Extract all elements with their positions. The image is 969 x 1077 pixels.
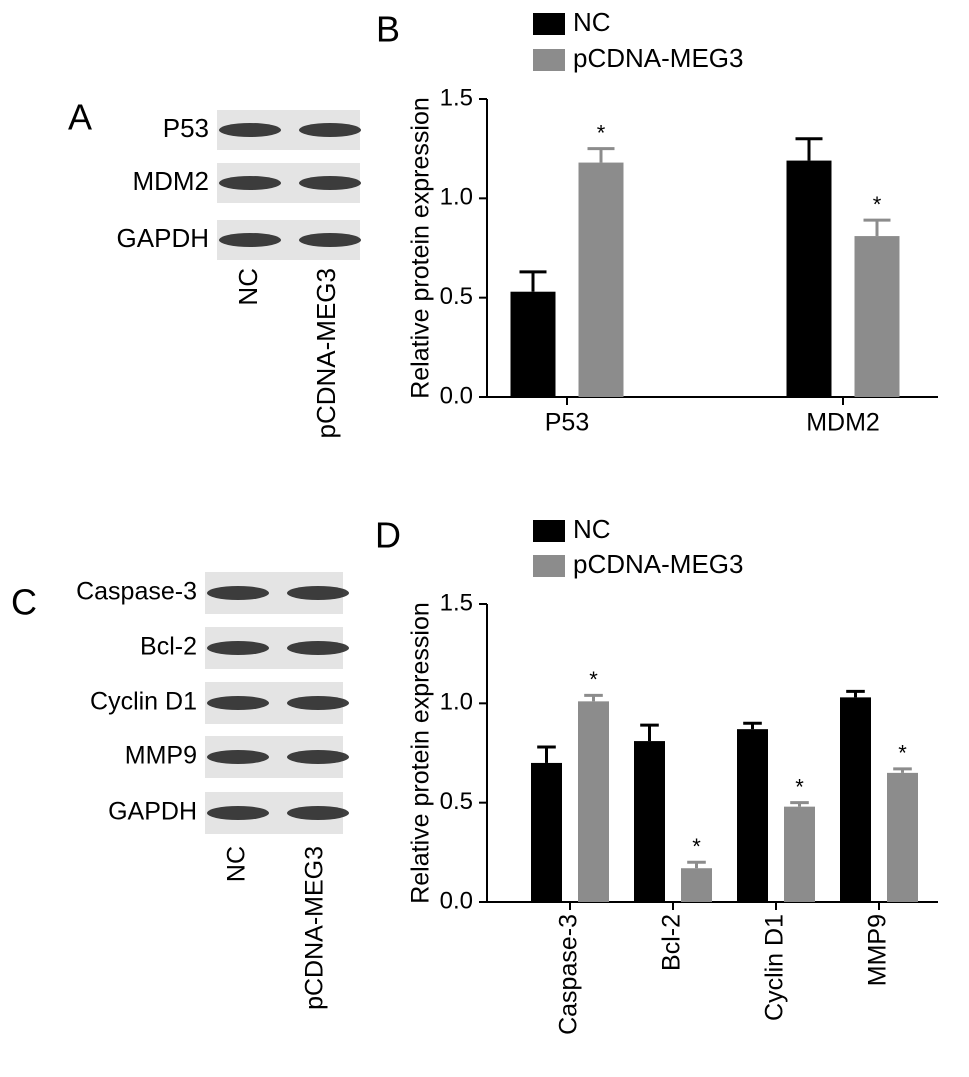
- legend-swatch: [533, 520, 565, 542]
- blot-band: [219, 233, 281, 247]
- lane-label: NC: [233, 268, 263, 306]
- row-label: GAPDH: [108, 798, 197, 826]
- blot-band: [287, 750, 349, 764]
- row-label: Caspase-3: [76, 578, 197, 606]
- bar: [840, 697, 871, 902]
- blot-band: [207, 806, 269, 820]
- panel-label: B: [376, 9, 400, 50]
- bar: [531, 762, 562, 902]
- bar: [578, 162, 624, 397]
- y-tick-label: 1.0: [440, 184, 473, 211]
- x-tick-label: MMP9: [864, 914, 892, 986]
- significance-marker: *: [692, 834, 701, 859]
- significance-marker: *: [898, 741, 907, 766]
- legend-label: pCDNA-MEG3: [573, 549, 743, 579]
- blot-band: [287, 806, 349, 820]
- panel-label: A: [68, 97, 92, 138]
- blot-band: [207, 696, 269, 710]
- lane-label: pCDNA-MEG3: [301, 846, 329, 1010]
- x-tick-label: MDM2: [806, 409, 880, 437]
- legend-label: NC: [573, 7, 611, 37]
- bar: [681, 868, 712, 902]
- y-tick-label: 0.5: [440, 283, 473, 310]
- row-label: Cyclin D1: [90, 688, 197, 716]
- lane-label: NC: [223, 846, 251, 882]
- x-tick-label: Bcl-2: [658, 914, 686, 971]
- bar: [784, 806, 815, 902]
- y-tick-label: 0.5: [440, 788, 473, 815]
- bar: [786, 160, 832, 397]
- row-label: MMP9: [125, 742, 197, 770]
- blot-band: [287, 696, 349, 710]
- blot-band: [219, 123, 281, 137]
- y-axis-label: Relative protein expression: [407, 97, 435, 399]
- blot-band: [299, 123, 361, 137]
- blot-band: [287, 641, 349, 655]
- bar: [510, 291, 556, 397]
- blot-band: [299, 176, 361, 190]
- legend-swatch: [533, 555, 565, 577]
- blot-band: [287, 586, 349, 600]
- legend-label: NC: [573, 514, 611, 544]
- row-label: GAPDH: [117, 223, 209, 253]
- x-tick-label: Cyclin D1: [761, 914, 789, 1021]
- blot-band: [207, 641, 269, 655]
- y-tick-label: 1.5: [440, 84, 473, 111]
- bar: [887, 772, 918, 902]
- x-tick-label: Caspase-3: [555, 914, 583, 1035]
- bar: [634, 741, 665, 902]
- y-axis-label: Relative protein expression: [407, 602, 435, 904]
- significance-marker: *: [589, 667, 598, 692]
- legend-label: pCDNA-MEG3: [573, 43, 743, 73]
- legend-swatch: [533, 49, 565, 71]
- x-tick-label: P53: [545, 409, 589, 437]
- panel-label: D: [375, 515, 401, 556]
- y-tick-label: 0.0: [440, 887, 473, 914]
- y-tick-label: 1.5: [440, 589, 473, 616]
- blot-band: [219, 176, 281, 190]
- y-tick-label: 0.0: [440, 382, 473, 409]
- legend-swatch: [533, 13, 565, 35]
- blot-band: [207, 750, 269, 764]
- row-label: Bcl-2: [140, 633, 197, 661]
- significance-marker: *: [795, 774, 804, 799]
- bar: [737, 729, 768, 902]
- lane-label: pCDNA-MEG3: [311, 268, 341, 438]
- blot-band: [299, 233, 361, 247]
- y-tick-label: 1.0: [440, 689, 473, 716]
- bar: [854, 236, 900, 397]
- row-label: P53: [163, 113, 209, 143]
- panel-label: C: [11, 582, 37, 623]
- row-label: MDM2: [132, 166, 209, 196]
- significance-marker: *: [873, 192, 882, 217]
- bar: [578, 701, 609, 902]
- significance-marker: *: [597, 120, 606, 145]
- blot-band: [207, 586, 269, 600]
